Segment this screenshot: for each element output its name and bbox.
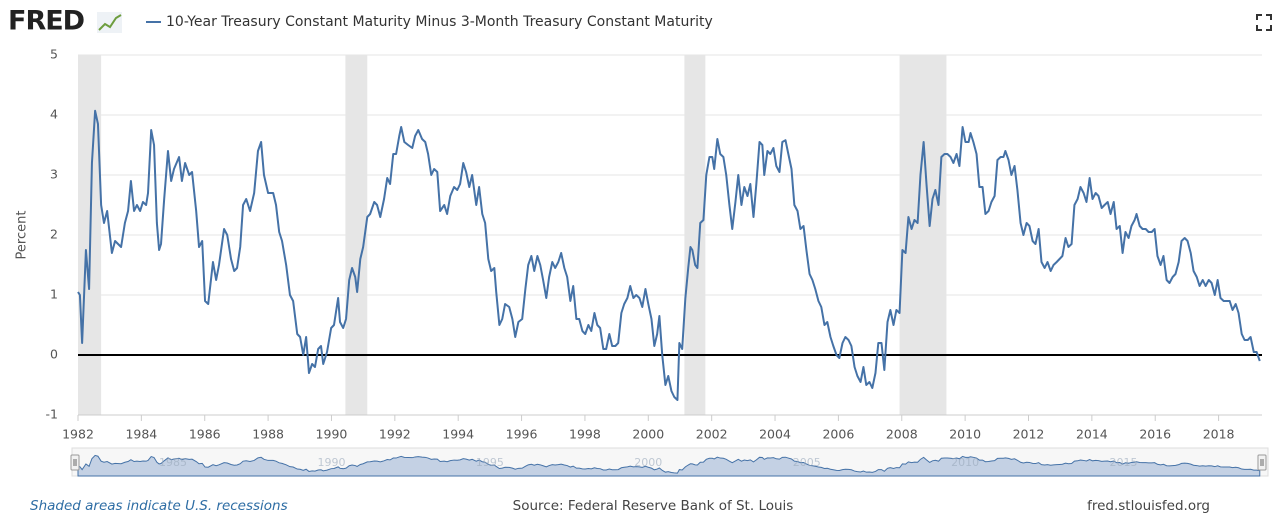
x-tick-label: 1992 [379, 427, 411, 442]
site-link[interactable]: fred.stlouisfed.org [1087, 498, 1210, 514]
x-tick-label: 2002 [696, 427, 728, 442]
x-tick-label: 2006 [822, 427, 854, 442]
navigator-tick-label: 2005 [793, 456, 821, 469]
recession-note: Shaded areas indicate U.S. recessions [30, 498, 288, 514]
navigator-area [77, 454, 1261, 477]
series-line [77, 109, 1261, 401]
navigator-tick-label: 2000 [634, 456, 662, 469]
x-tick-label: 2008 [886, 427, 918, 442]
plot-area: -1 0 1 2 3 4 5 1982 1984 1986 1988 1990 1992 1994 1996… [46, 47, 1262, 442]
y-tick-label: 5 [50, 47, 58, 62]
logo-icon [97, 12, 122, 33]
navigator-handles[interactable] [70, 454, 1267, 471]
y-tick-label: 3 [50, 167, 58, 182]
navigator-series: 1985 1990 1995 2000 2005 2010 2015 [77, 454, 1261, 477]
navigator-tick-label: 1995 [476, 456, 504, 469]
x-tick-label: 1988 [252, 427, 284, 442]
y-tick-label: 1 [50, 287, 58, 302]
x-tick-label: 2018 [1203, 427, 1235, 442]
fullscreen-button[interactable] [1256, 14, 1272, 31]
y-tick-label: -1 [46, 407, 58, 422]
x-tick-label: 2012 [1013, 427, 1045, 442]
x-tick-label: 2004 [759, 427, 791, 442]
navigator-tick-label: 1985 [159, 456, 187, 469]
x-tick-label: 2000 [632, 427, 664, 442]
navigator-tick-label: 2015 [1110, 456, 1138, 469]
x-tick-label: 1996 [506, 427, 538, 442]
x-tick-label: 1990 [316, 427, 348, 442]
x-tick-label: 1998 [569, 427, 601, 442]
x-tick-label: 1982 [62, 427, 94, 442]
y-tick-label: 2 [50, 227, 58, 242]
y-axis-label: Percent [15, 211, 30, 260]
x-tick-label: 2010 [949, 427, 981, 442]
x-tick-label: 2014 [1076, 427, 1108, 442]
x-tick-label: 2016 [1139, 427, 1171, 442]
source: Source: Federal Reserve Bank of St. Loui… [513, 498, 794, 514]
navigator-tick-label: 1990 [317, 456, 345, 469]
x-tick-label: 1984 [125, 427, 157, 442]
logo[interactable]: FRED [8, 6, 85, 37]
y-tick-label: 0 [50, 347, 58, 362]
navigator-tick-label: 2010 [951, 456, 979, 469]
legend-label: 10-Year Treasury Constant Maturity Minus… [166, 14, 713, 30]
y-tick-label: 4 [50, 107, 58, 122]
x-tick-label: 1986 [189, 427, 221, 442]
x-tick-label: 1994 [442, 427, 474, 442]
